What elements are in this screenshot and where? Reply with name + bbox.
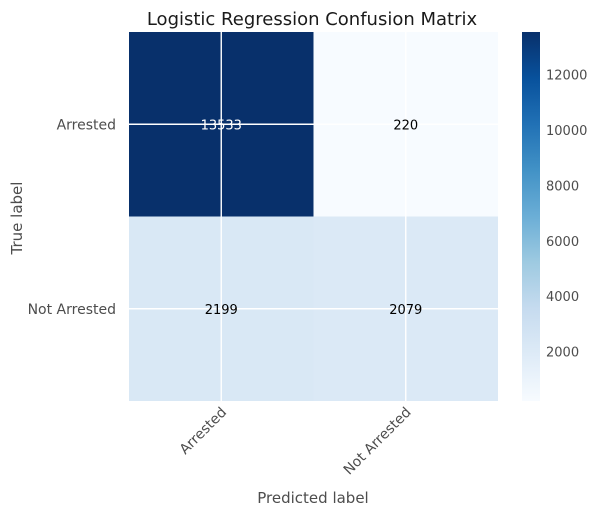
colorbar-tick-label: 4000 xyxy=(546,290,579,305)
cell-value-r0-c0: 13533 xyxy=(201,118,242,133)
chart-title: Logistic Regression Confusion Matrix xyxy=(147,9,478,30)
x-tick-labels: Arrested Not Arrested xyxy=(177,405,415,479)
y-axis-label: True label xyxy=(8,182,26,256)
cell-value-r1-c1: 2079 xyxy=(389,303,422,318)
cell-value-r1-c0: 2199 xyxy=(205,303,238,318)
colorbar-tick-label: 8000 xyxy=(546,179,579,194)
matrix-cells xyxy=(129,32,498,401)
y-tick-labels: Arrested Not Arrested xyxy=(28,117,116,318)
colorbar-ticks: 2000 4000 6000 8000 10000 12000 xyxy=(546,68,587,360)
cell-value-labels: 13533 220 2199 2079 xyxy=(201,118,423,318)
colorbar-tick-label: 2000 xyxy=(546,346,579,361)
cell-value-r0-c1: 220 xyxy=(393,118,418,133)
x-tick-label: Arrested xyxy=(177,405,230,458)
colorbar xyxy=(522,32,540,401)
x-axis-label: Predicted label xyxy=(257,489,368,507)
y-tick-label: Arrested xyxy=(57,117,116,133)
grid-lines xyxy=(129,32,498,401)
y-tick-label: Not Arrested xyxy=(28,302,116,318)
colorbar-tick-label: 10000 xyxy=(546,124,587,139)
colorbar-tick-label: 12000 xyxy=(546,68,587,83)
x-tick-label: Not Arrested xyxy=(341,405,415,479)
colorbar-tick-label: 6000 xyxy=(546,235,579,250)
